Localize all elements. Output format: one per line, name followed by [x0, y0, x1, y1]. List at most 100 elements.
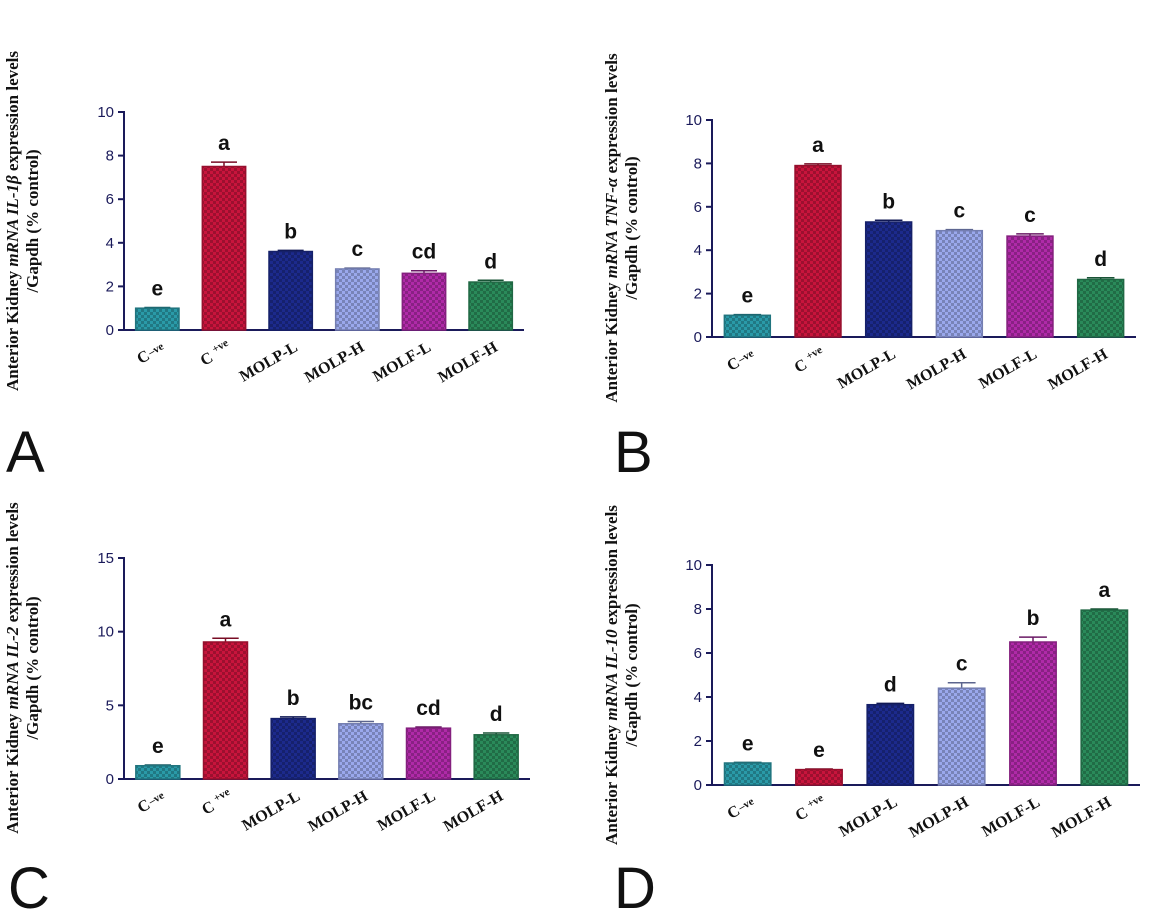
- panel-c-x-tick-label: MOLF-H: [441, 787, 507, 835]
- panel-b-bar-molf-l: [1006, 235, 1054, 338]
- panel-c-y-tick-label: 0: [106, 771, 114, 788]
- panel-b-x-tick-label: MOLF-L: [976, 346, 1040, 393]
- panel-c-bar-c-ve: [202, 641, 249, 780]
- panel-a-bar-c-ve: [201, 165, 247, 331]
- panel-c-significance-letter: e: [152, 735, 164, 758]
- panel-d-x-tick-label: C–ve: [725, 794, 758, 823]
- panel-d-y-tick-label: 6: [694, 645, 702, 662]
- panel-d-bar-c-ve: [723, 762, 772, 786]
- panel-a-significance-letter: c: [351, 238, 363, 261]
- panel-d-y-tick-label: 10: [685, 557, 702, 574]
- panel-c-x-tick-label: MOLP-H: [305, 787, 371, 835]
- panel-b-y-axis-label-line2: /Gapdh (% control): [622, 156, 641, 300]
- panel-b-significance-letter: c: [1024, 204, 1036, 227]
- panel-d-bar-molf-h: [1080, 609, 1129, 786]
- panel-c-letter: C: [8, 856, 50, 917]
- panel-b-bar-molp-h: [935, 229, 984, 338]
- panel-b-x-tick-label: C+ve: [791, 344, 828, 377]
- panel-d-bar-molp-l: [866, 703, 915, 786]
- panel-a-x-tick-label: MOLF-L: [370, 339, 434, 386]
- panel-d-significance-letter: b: [1027, 607, 1040, 630]
- panel-c-x-tick-label: C–ve: [135, 788, 168, 817]
- panel-b-significance-letter: e: [741, 285, 753, 308]
- panel-b-bar-c-ve: [723, 314, 772, 338]
- panel-b-y-tick-label: 10: [685, 112, 702, 129]
- panel-b-x-tick-label: MOLF-H: [1045, 345, 1111, 393]
- panel-d-x-tick-label: MOLP-L: [836, 794, 900, 841]
- panel-c-significance-letter: d: [490, 703, 503, 726]
- panel-a-significance-letter: e: [151, 278, 163, 301]
- panel-c-y-axis-label-line2: /Gapdh (% control): [23, 596, 42, 740]
- panel-c-bar-c-ve: [135, 764, 181, 780]
- panel-d-significance-letter: e: [742, 732, 754, 755]
- panel-c-significance-letter: b: [287, 687, 300, 710]
- panel-a-y-tick-label: 8: [106, 148, 114, 165]
- panel-b-y-tick-label: 4: [694, 242, 702, 259]
- panel-b-letter: B: [614, 420, 653, 485]
- panel-d-y-tick-label: 4: [694, 689, 702, 706]
- panel-a-x-tick-label: MOLP-H: [302, 338, 368, 386]
- panel-a-y-tick-label: 10: [97, 104, 114, 121]
- panel-a-y-tick-label: 6: [106, 191, 114, 208]
- panel-c-significance-letter: bc: [349, 692, 374, 715]
- panel-b-significance-letter: a: [812, 134, 824, 157]
- panel-c-y-tick-label: 15: [97, 550, 114, 567]
- panel-c-x-tick-label: MOLF-L: [375, 788, 439, 835]
- panel-a-significance-letter: d: [484, 250, 497, 273]
- panel-a-x-tick-label: MOLF-H: [435, 338, 501, 386]
- panel-d-letter: D: [614, 856, 656, 917]
- panel-d-y-tick-label: 0: [694, 777, 702, 794]
- panel-a-y-axis-label: Anterior Kidney mRNA IL-1β expression le…: [3, 51, 22, 391]
- panel-b-bar-c-ve: [794, 164, 842, 338]
- panel-d-significance-letter: a: [1098, 579, 1110, 602]
- panel-b-significance-letter: d: [1094, 248, 1107, 271]
- panel-a-letter: A: [6, 420, 45, 485]
- panel-b-significance-letter: c: [953, 200, 965, 223]
- panel-c-y-tick-label: 5: [106, 697, 114, 714]
- panel-c-bar-molf-l: [405, 727, 452, 780]
- panel-b-y-tick-label: 6: [694, 199, 702, 216]
- panel-a-bar-molf-h: [468, 281, 514, 331]
- panel-d-x-tick-label: MOLP-H: [906, 793, 972, 841]
- panel-d-significance-letter: e: [813, 739, 825, 762]
- panel-a-chart: 0 2 4 6 8 10 e C–ve a C+ve b MOLP-L c MOLP-H cd MOLF-L d…: [3, 51, 524, 485]
- panel-b-y-tick-label: 8: [694, 155, 702, 172]
- panel-c-y-tick-label: 10: [97, 624, 114, 641]
- panel-d-y-tick-label: 2: [694, 733, 702, 750]
- panel-d-significance-letter: c: [956, 653, 968, 676]
- panel-a-x-tick-label: MOLP-L: [237, 339, 301, 386]
- panel-a-x-tick-label: C–ve: [134, 339, 167, 368]
- panel-d-x-tick-label: MOLF-H: [1049, 793, 1115, 841]
- panel-b-chart: 0 2 4 6 8 10 e C–ve a C+ve b MOLP-L c MOLP-H c MOLF-L d M…: [602, 53, 1136, 485]
- panel-b-x-tick-label: MOLP-H: [904, 345, 970, 393]
- panel-b-bar-molp-l: [864, 221, 913, 338]
- panel-a-y-tick-label: 2: [106, 278, 114, 295]
- panel-b-y-tick-label: 2: [694, 286, 702, 303]
- panel-d-bar-molp-h: [937, 687, 986, 786]
- panel-c-chart: 0 5 10 15 e C–ve a C+ve b MOLP-L bc MOLP-H cd MOLF-L d…: [3, 502, 530, 917]
- panel-c-significance-letter: a: [220, 608, 232, 631]
- panel-c-x-tick-label: MOLP-L: [239, 788, 303, 835]
- panel-d-chart: 0 2 4 6 8 10 e C–ve e C+ve d MOLP-L c MOLP-H b MOLF-L a M…: [602, 505, 1140, 917]
- panel-a-significance-letter: cd: [412, 241, 437, 264]
- panel-a-y-axis-label-line2: /Gapdh (% control): [23, 149, 42, 293]
- panel-d-bar-c-ve: [795, 768, 843, 786]
- panel-a-significance-letter: b: [284, 220, 297, 243]
- panel-a-bar-molp-l: [268, 250, 314, 331]
- panel-d-x-tick-label: C+ve: [792, 792, 829, 825]
- panel-a-bar-molp-h: [334, 268, 380, 331]
- panel-c-y-axis-label: Anterior Kidney mRNA IL-2 expression lev…: [3, 502, 22, 834]
- panel-b-x-tick-label: MOLP-L: [835, 346, 899, 393]
- panel-b-significance-letter: b: [882, 190, 895, 213]
- panel-c-significance-letter: cd: [416, 697, 441, 720]
- panel-d-y-axis-label: Anterior Kidney mRNA IL-10 expression le…: [602, 505, 621, 845]
- panel-a-significance-letter: a: [218, 132, 230, 155]
- panel-a-y-tick-label: 0: [106, 322, 114, 339]
- panel-c-x-tick-label: C+ve: [198, 786, 235, 819]
- panel-b-y-tick-label: 0: [694, 329, 702, 346]
- panel-d-significance-letter: d: [884, 673, 897, 696]
- panel-b-x-tick-label: C–ve: [724, 346, 757, 375]
- panel-a-y-tick-label: 4: [106, 235, 114, 252]
- panel-a-bar-c-ve: [134, 307, 180, 331]
- panel-d-bar-molf-l: [1009, 641, 1057, 786]
